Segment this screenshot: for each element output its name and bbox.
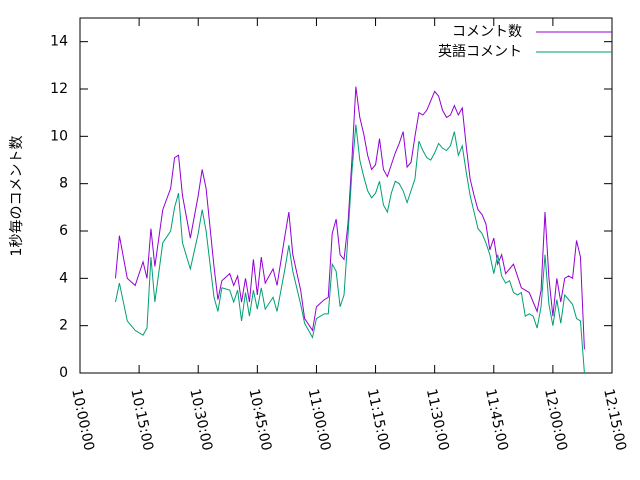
y-tick-label: 4	[59, 270, 68, 286]
y-tick-label: 8	[59, 176, 68, 192]
y-axis-label: 1秒毎のコメント数	[9, 136, 25, 257]
x-tick-label: 10:00:00	[68, 387, 97, 452]
x-tick-label: 12:00:00	[541, 387, 570, 452]
x-tick-label: 11:00:00	[305, 387, 334, 452]
series-line	[114, 124, 585, 374]
legend-label: 英語コメント	[438, 43, 522, 60]
y-tick-label: 2	[59, 318, 68, 334]
x-tick-label: 10:15:00	[127, 387, 156, 452]
y-tick-label: 6	[59, 223, 68, 239]
y-tick-label: 12	[50, 81, 68, 97]
x-tick-label: 10:30:00	[186, 387, 215, 452]
y-tick-label: 14	[50, 34, 68, 50]
plot-border	[79, 17, 613, 374]
x-tick-label: 10:45:00	[246, 387, 275, 452]
series-line	[114, 86, 585, 350]
y-tick-label: 10	[50, 128, 68, 144]
y-tick-label: 0	[59, 365, 68, 381]
x-tick-label: 11:45:00	[482, 387, 511, 452]
x-tick-label: 11:15:00	[364, 387, 393, 452]
legend-label: コメント数	[452, 24, 522, 40]
x-tick-label: 11:30:00	[423, 387, 452, 452]
x-tick-label: 12:15:00	[600, 387, 629, 452]
